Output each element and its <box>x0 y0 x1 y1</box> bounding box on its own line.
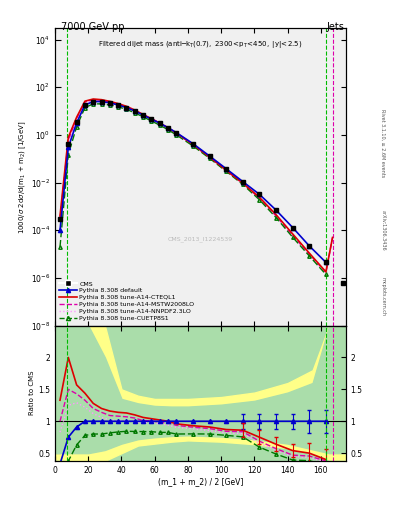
Text: Jets: Jets <box>326 22 344 32</box>
Y-axis label: Ratio to CMS: Ratio to CMS <box>29 371 35 415</box>
Legend: CMS, Pythia 8.308 default, Pythia 8.308 tune-A14-CTEQL1, Pythia 8.308 tune-A14-M: CMS, Pythia 8.308 default, Pythia 8.308 … <box>58 280 196 323</box>
Text: Rivet 3.1.10, ≥ 2.6M events: Rivet 3.1.10, ≥ 2.6M events <box>381 109 386 178</box>
Text: CMS_2013_I1224539: CMS_2013_I1224539 <box>168 237 233 242</box>
Text: 7000 GeV pp: 7000 GeV pp <box>61 22 125 32</box>
Text: mcplots.cern.ch: mcplots.cern.ch <box>381 278 386 316</box>
Y-axis label: 1000/$\sigma$ 2d$\sigma$/d(m$_1$ + m$_2$) [1/GeV]: 1000/$\sigma$ 2d$\sigma$/d(m$_1$ + m$_2$… <box>18 120 28 233</box>
Text: arXiv:1306.3436: arXiv:1306.3436 <box>381 210 386 251</box>
X-axis label: (m_1 + m_2) / 2 [GeV]: (m_1 + m_2) / 2 [GeV] <box>158 477 243 486</box>
Text: Filtered dijet mass $\mathregular{(anti\!\!-\!\!k_T(0.7),\ 2300\!<\!p_T\!<\!450,: Filtered dijet mass $\mathregular{(anti\… <box>98 38 303 50</box>
